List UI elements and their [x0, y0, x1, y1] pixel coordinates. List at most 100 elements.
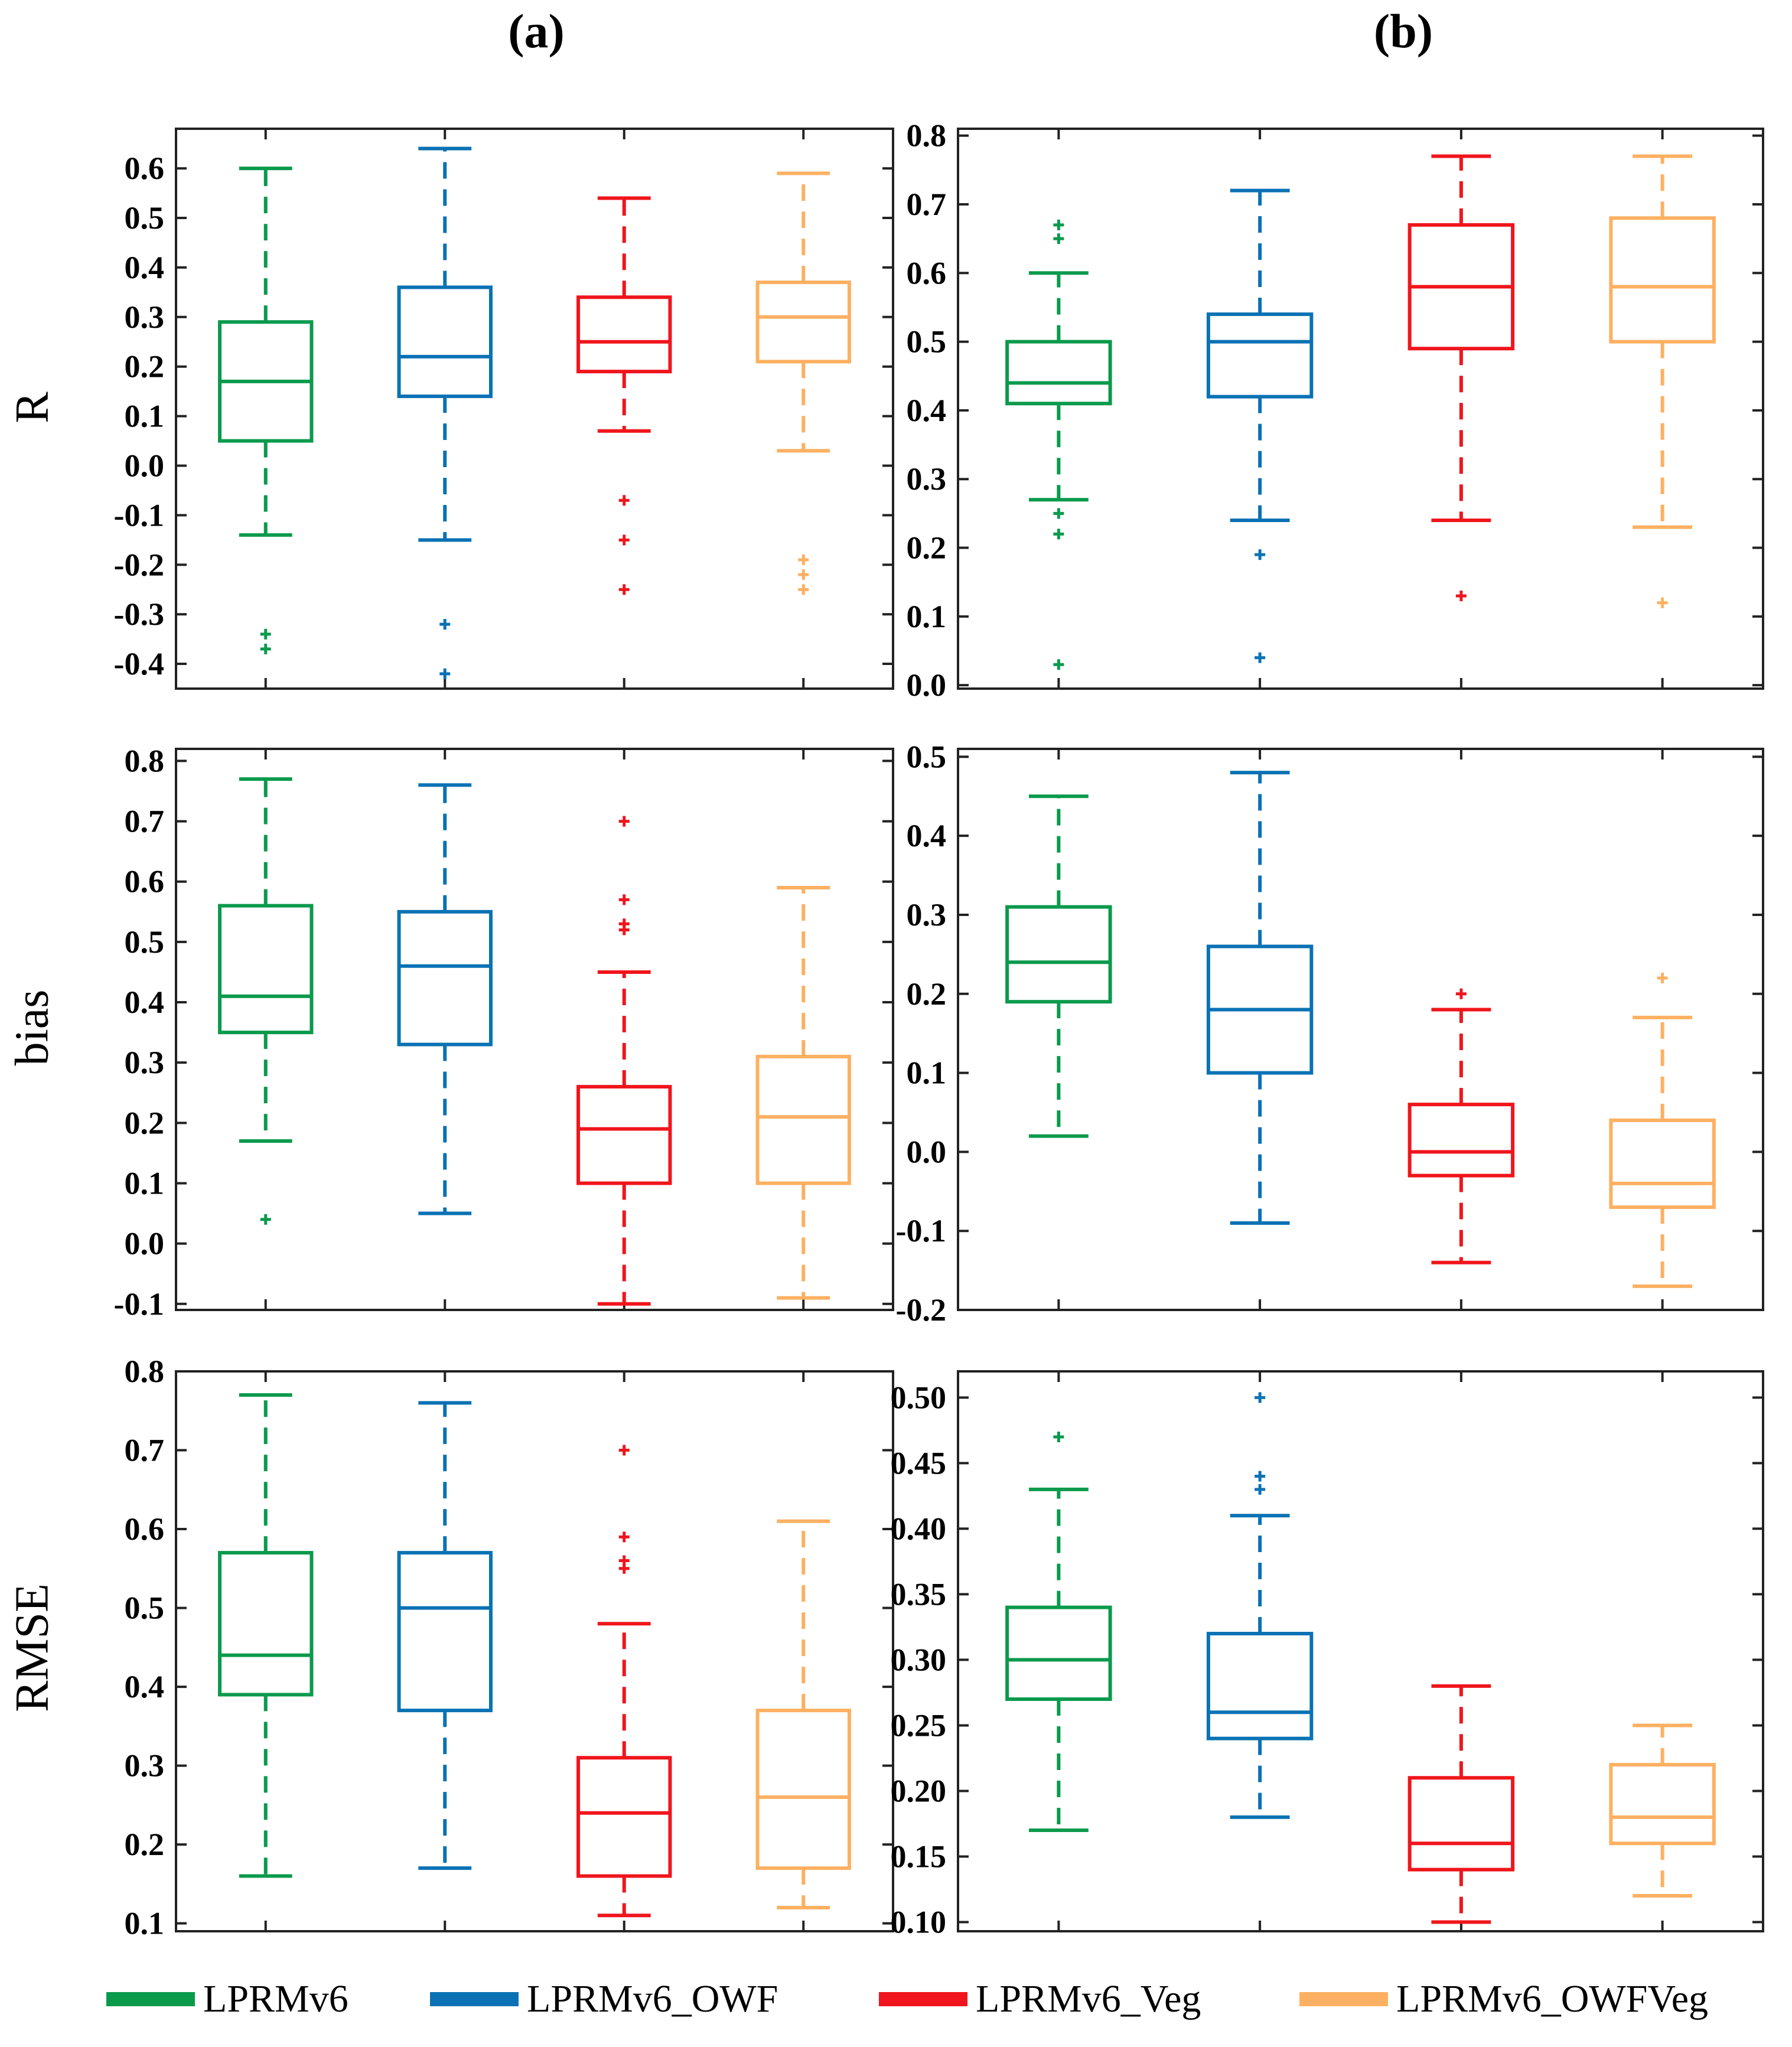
- y-tick-label: 0.25: [891, 1707, 947, 1743]
- box-lprmv6-owf: [1206, 1392, 1314, 1819]
- outlier-marker: [1053, 1432, 1064, 1443]
- axes-frame: [957, 1370, 1764, 1932]
- outlier-marker: [1053, 233, 1064, 245]
- y-tick-label: -0.2: [896, 1292, 946, 1328]
- iqr-box: [1005, 905, 1112, 1004]
- y-tick-label: -0.2: [114, 547, 164, 582]
- y-tick-label: 0.5: [907, 739, 947, 774]
- y-tick-label: 0.30: [891, 1642, 947, 1677]
- box-lprmv6: [218, 167, 314, 654]
- legend-swatch-lprmv6-veg: [879, 1992, 967, 2006]
- iqr-box: [1609, 216, 1716, 344]
- box-lprmv6-owfveg: [1609, 973, 1716, 1288]
- y-tick-label: 0.1: [907, 1055, 947, 1091]
- iqr-box: [755, 1054, 851, 1185]
- y-tick-label: 0.15: [891, 1839, 947, 1874]
- outlier-marker: [1255, 549, 1266, 560]
- y-tick-label: 0.8: [125, 1354, 165, 1389]
- y-tick-label: 0.5: [125, 200, 165, 236]
- iqr-box: [218, 1551, 314, 1697]
- outlier-marker: [798, 554, 809, 565]
- y-tick-label: 0.3: [907, 461, 947, 497]
- y-tick-label: 0.0: [125, 448, 165, 483]
- y-tick-label: 0.1: [125, 1165, 165, 1201]
- outlier-marker: [1255, 1484, 1266, 1495]
- subplot-3: -0.1 0.0 0.1 0.2 0.3 0.4 0.5 0.6 0.7 0.8: [114, 743, 894, 1322]
- iqr-box: [397, 910, 493, 1047]
- iqr-box: [576, 295, 672, 374]
- y-tick-label: 0.4: [907, 393, 947, 428]
- iqr-box: [1609, 1118, 1716, 1210]
- outlier-marker: [618, 584, 630, 595]
- subplot-6: 0.10 0.15 0.20 0.25 0.30 0.35 0.40 0.45 0.50: [891, 1370, 1764, 1940]
- axes-frame: [957, 128, 1764, 690]
- y-tick-label: 0.0: [907, 1134, 947, 1169]
- y-tick-label: 0.8: [907, 118, 947, 154]
- outlier-marker: [618, 924, 630, 936]
- y-tick-label: 0.0: [125, 1226, 165, 1262]
- y-tick-label: 0.3: [125, 1748, 165, 1784]
- y-tick-label: -0.1: [896, 1213, 946, 1249]
- outlier-marker: [260, 1214, 271, 1225]
- axes-frame: [175, 128, 894, 690]
- y-tick-label: 0.1: [907, 599, 947, 634]
- box-lprmv6-veg: [1407, 154, 1515, 601]
- y-tick-label: 0.4: [125, 250, 165, 285]
- y-tick-label: 0.6: [125, 151, 165, 186]
- y-tick-label: 0.3: [125, 299, 165, 335]
- box-lprmv6-owf: [1206, 188, 1314, 663]
- box-lprmv6-owfveg: [1609, 1723, 1716, 1898]
- box-lprmv6-owfveg: [755, 1519, 851, 1909]
- box-lprmv6: [1005, 219, 1112, 670]
- iqr-box: [1407, 1103, 1515, 1178]
- iqr-box: [1005, 340, 1112, 406]
- outlier-marker: [439, 668, 451, 679]
- box-lprmv6-owf: [397, 146, 493, 679]
- iqr-box: [576, 1756, 672, 1878]
- outlier-marker: [618, 1531, 630, 1543]
- y-tick-label: 0.2: [125, 1105, 165, 1140]
- box-lprmv6-owf: [397, 783, 493, 1215]
- y-tick-label: 0.5: [125, 1590, 165, 1626]
- legend-swatch-lprmv6: [106, 1992, 195, 2006]
- subplot-5: 0.1 0.2 0.3 0.4 0.5 0.6 0.7 0.8: [125, 1354, 894, 1941]
- legend-swatch-lprmv6-owf: [430, 1992, 519, 2006]
- outlier-marker: [618, 894, 630, 905]
- outlier-marker: [798, 584, 809, 595]
- box-lprmv6: [1005, 1432, 1112, 1833]
- iqr-box: [1407, 1776, 1515, 1872]
- legend-label-lprmv6-veg: LPRMv6_Veg: [976, 1977, 1201, 2020]
- y-tick-label: 0.6: [125, 864, 165, 899]
- y-tick-label: 0.4: [907, 818, 947, 853]
- y-tick-label: 0.2: [125, 1827, 165, 1862]
- iqr-box: [755, 281, 851, 364]
- outlier-marker: [1053, 529, 1064, 540]
- y-tick-label: 0.1: [125, 1906, 165, 1941]
- y-tick-label: 0.4: [125, 1669, 165, 1704]
- iqr-box: [576, 1085, 672, 1185]
- outlier-marker: [1255, 1471, 1266, 1482]
- outlier-marker: [260, 628, 271, 640]
- iqr-box: [1609, 1763, 1716, 1846]
- y-tick-label: 0.45: [891, 1445, 947, 1481]
- panel-label-a: (a): [508, 4, 565, 58]
- outlier-marker: [260, 643, 271, 654]
- iqr-box: [1206, 312, 1314, 399]
- panel-label-b: (b): [1373, 4, 1433, 58]
- box-lprmv6: [218, 1393, 314, 1878]
- outlier-marker: [618, 534, 630, 546]
- outlier-marker: [798, 569, 809, 581]
- y-tick-label: 0.7: [125, 1433, 165, 1468]
- legend-swatch-lprmv6-owfveg: [1299, 1992, 1388, 2006]
- outlier-marker: [439, 618, 451, 630]
- y-tick-label: 0.4: [125, 985, 165, 1020]
- subplot-4: -0.2 -0.1 0.0 0.1 0.2 0.3 0.4 0.5: [896, 739, 1764, 1328]
- outlier-marker: [1455, 590, 1467, 601]
- y-tick-label: 0.5: [125, 924, 165, 960]
- axes-frame: [957, 748, 1764, 1311]
- axes-frame: [175, 1370, 894, 1932]
- iqr-box: [1206, 1632, 1314, 1740]
- legend-label-lprmv6-owf: LPRMv6_OWF: [527, 1977, 778, 2020]
- box-lprmv6: [1005, 794, 1112, 1138]
